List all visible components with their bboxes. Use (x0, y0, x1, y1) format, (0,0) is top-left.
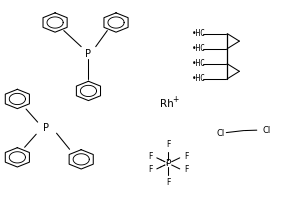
Text: F: F (166, 178, 171, 187)
Text: +: + (172, 95, 178, 104)
Text: •HC: •HC (192, 59, 205, 68)
Text: •HC: •HC (192, 29, 205, 38)
Text: F: F (148, 152, 152, 161)
Text: F: F (184, 152, 188, 161)
Text: •HC: •HC (192, 74, 205, 83)
Text: F: F (184, 165, 188, 174)
Text: •HC: •HC (192, 44, 205, 53)
Text: F: F (148, 165, 152, 174)
Text: P: P (166, 159, 171, 168)
Text: Cl: Cl (263, 126, 271, 135)
Text: Cl: Cl (217, 129, 225, 138)
Text: Rh: Rh (160, 99, 173, 109)
Text: P: P (43, 123, 50, 133)
Text: F: F (166, 140, 171, 149)
Text: P: P (86, 49, 91, 59)
